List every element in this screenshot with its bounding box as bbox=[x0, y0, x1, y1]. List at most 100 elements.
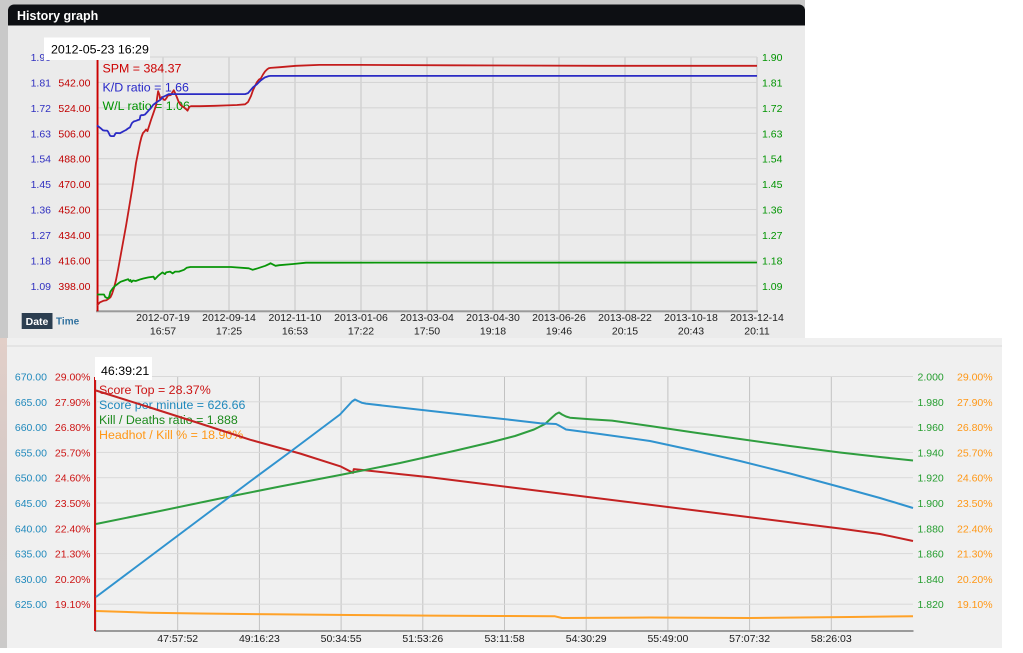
svg-text:SPM = 384.37: SPM = 384.37 bbox=[103, 62, 182, 76]
svg-text:46:39:21: 46:39:21 bbox=[101, 364, 149, 378]
svg-text:57:07:32: 57:07:32 bbox=[729, 633, 770, 645]
svg-text:1.940: 1.940 bbox=[918, 447, 944, 459]
svg-text:665.00: 665.00 bbox=[15, 397, 47, 409]
svg-text:1.18: 1.18 bbox=[762, 255, 783, 267]
svg-text:Headhot / Kill % = 18.90%: Headhot / Kill % = 18.90% bbox=[99, 428, 243, 442]
svg-text:20.20%: 20.20% bbox=[957, 574, 993, 586]
svg-text:1.36: 1.36 bbox=[762, 205, 783, 217]
svg-text:19:46: 19:46 bbox=[546, 326, 572, 338]
svg-text:2013-10-18: 2013-10-18 bbox=[664, 312, 718, 324]
svg-text:25.70%: 25.70% bbox=[957, 447, 993, 459]
svg-text:17:22: 17:22 bbox=[348, 326, 374, 338]
svg-text:1.820: 1.820 bbox=[918, 599, 944, 611]
svg-text:2012-09-14: 2012-09-14 bbox=[202, 312, 256, 324]
svg-text:16:53: 16:53 bbox=[282, 326, 308, 338]
svg-text:434.00: 434.00 bbox=[58, 230, 90, 242]
svg-text:23.50%: 23.50% bbox=[55, 498, 91, 510]
svg-text:50:34:55: 50:34:55 bbox=[321, 633, 362, 645]
svg-text:19.10%: 19.10% bbox=[957, 599, 993, 611]
svg-text:Kill / Deaths ratio = 1.888: Kill / Deaths ratio = 1.888 bbox=[99, 413, 238, 427]
svg-text:1.90: 1.90 bbox=[762, 52, 783, 64]
svg-text:2013-01-06: 2013-01-06 bbox=[334, 312, 388, 324]
svg-text:2012-11-10: 2012-11-10 bbox=[269, 312, 322, 324]
svg-text:1.63: 1.63 bbox=[762, 128, 783, 140]
svg-text:25.70%: 25.70% bbox=[55, 447, 91, 459]
svg-text:650.00: 650.00 bbox=[15, 473, 47, 485]
svg-text:398.00: 398.00 bbox=[58, 281, 90, 293]
svg-text:Score Top = 28.37%: Score Top = 28.37% bbox=[99, 383, 211, 397]
svg-text:2013-08-22: 2013-08-22 bbox=[598, 312, 652, 324]
svg-text:27.90%: 27.90% bbox=[957, 397, 993, 409]
svg-text:655.00: 655.00 bbox=[15, 447, 47, 459]
svg-text:1.27: 1.27 bbox=[762, 230, 783, 242]
svg-text:2.000: 2.000 bbox=[918, 372, 944, 384]
svg-text:History graph: History graph bbox=[17, 9, 98, 23]
svg-text:625.00: 625.00 bbox=[15, 599, 47, 611]
svg-text:1.980: 1.980 bbox=[918, 397, 944, 409]
svg-text:1.81: 1.81 bbox=[31, 77, 52, 89]
svg-text:1.45: 1.45 bbox=[762, 179, 783, 191]
svg-text:26.80%: 26.80% bbox=[957, 422, 993, 434]
svg-text:27.90%: 27.90% bbox=[55, 397, 91, 409]
svg-text:1.45: 1.45 bbox=[31, 179, 52, 191]
svg-text:416.00: 416.00 bbox=[58, 255, 90, 267]
svg-text:1.27: 1.27 bbox=[31, 230, 52, 242]
svg-text:24.60%: 24.60% bbox=[957, 473, 993, 485]
svg-text:1.840: 1.840 bbox=[918, 574, 944, 586]
svg-text:1.54: 1.54 bbox=[762, 154, 783, 166]
svg-text:26.80%: 26.80% bbox=[55, 422, 91, 434]
svg-text:1.880: 1.880 bbox=[918, 523, 944, 535]
svg-text:49:16:23: 49:16:23 bbox=[239, 633, 280, 645]
svg-text:645.00: 645.00 bbox=[15, 498, 47, 510]
svg-text:29.00%: 29.00% bbox=[957, 372, 993, 384]
svg-text:1.860: 1.860 bbox=[918, 549, 944, 561]
svg-text:21.30%: 21.30% bbox=[957, 549, 993, 561]
svg-text:635.00: 635.00 bbox=[15, 549, 47, 561]
svg-text:47:57:52: 47:57:52 bbox=[157, 633, 198, 645]
svg-text:1.900: 1.900 bbox=[918, 498, 944, 510]
svg-text:21.30%: 21.30% bbox=[55, 549, 91, 561]
svg-text:1.960: 1.960 bbox=[918, 422, 944, 434]
svg-text:53:11:58: 53:11:58 bbox=[484, 633, 524, 645]
svg-text:452.00: 452.00 bbox=[58, 205, 90, 217]
svg-text:58:26:03: 58:26:03 bbox=[811, 633, 852, 645]
svg-text:55:49:00: 55:49:00 bbox=[647, 633, 688, 645]
svg-text:524.00: 524.00 bbox=[58, 103, 90, 115]
svg-text:640.00: 640.00 bbox=[15, 523, 47, 535]
svg-text:1.09: 1.09 bbox=[31, 281, 52, 293]
svg-text:1.63: 1.63 bbox=[31, 128, 52, 140]
svg-text:Time: Time bbox=[56, 317, 80, 328]
svg-text:Score per minute = 626.66: Score per minute = 626.66 bbox=[99, 398, 245, 412]
svg-text:1.920: 1.920 bbox=[918, 473, 944, 485]
svg-text:1.18: 1.18 bbox=[31, 255, 52, 267]
svg-text:20:15: 20:15 bbox=[612, 326, 638, 338]
svg-text:22.40%: 22.40% bbox=[55, 523, 91, 535]
svg-text:1.72: 1.72 bbox=[31, 103, 52, 115]
svg-text:630.00: 630.00 bbox=[15, 574, 47, 586]
svg-text:506.00: 506.00 bbox=[58, 128, 90, 140]
svg-text:20:11: 20:11 bbox=[744, 326, 770, 338]
svg-text:19:18: 19:18 bbox=[480, 326, 506, 338]
svg-text:W/L ratio = 1.06: W/L ratio = 1.06 bbox=[103, 99, 190, 113]
svg-text:K/D ratio = 1.66: K/D ratio = 1.66 bbox=[103, 80, 190, 94]
svg-text:22.40%: 22.40% bbox=[957, 523, 993, 535]
svg-text:19.10%: 19.10% bbox=[55, 599, 91, 611]
svg-text:2012-07-19: 2012-07-19 bbox=[136, 312, 190, 324]
svg-text:16:57: 16:57 bbox=[150, 326, 176, 338]
svg-text:20:43: 20:43 bbox=[678, 326, 704, 338]
svg-text:1.09: 1.09 bbox=[762, 281, 783, 293]
svg-text:1.36: 1.36 bbox=[31, 205, 52, 217]
svg-text:20.20%: 20.20% bbox=[55, 574, 91, 586]
svg-text:54:30:29: 54:30:29 bbox=[566, 633, 607, 645]
svg-text:24.60%: 24.60% bbox=[55, 473, 91, 485]
svg-text:2013-03-04: 2013-03-04 bbox=[400, 312, 454, 324]
svg-text:1.54: 1.54 bbox=[31, 154, 52, 166]
svg-text:2013-06-26: 2013-06-26 bbox=[532, 312, 586, 324]
svg-text:Date: Date bbox=[26, 316, 49, 328]
svg-text:2013-12-14: 2013-12-14 bbox=[730, 312, 784, 324]
svg-text:1.72: 1.72 bbox=[762, 103, 783, 115]
svg-text:670.00: 670.00 bbox=[15, 372, 47, 384]
svg-text:660.00: 660.00 bbox=[15, 422, 47, 434]
svg-text:23.50%: 23.50% bbox=[957, 498, 993, 510]
svg-text:2012-05-23 16:29: 2012-05-23 16:29 bbox=[51, 42, 149, 56]
